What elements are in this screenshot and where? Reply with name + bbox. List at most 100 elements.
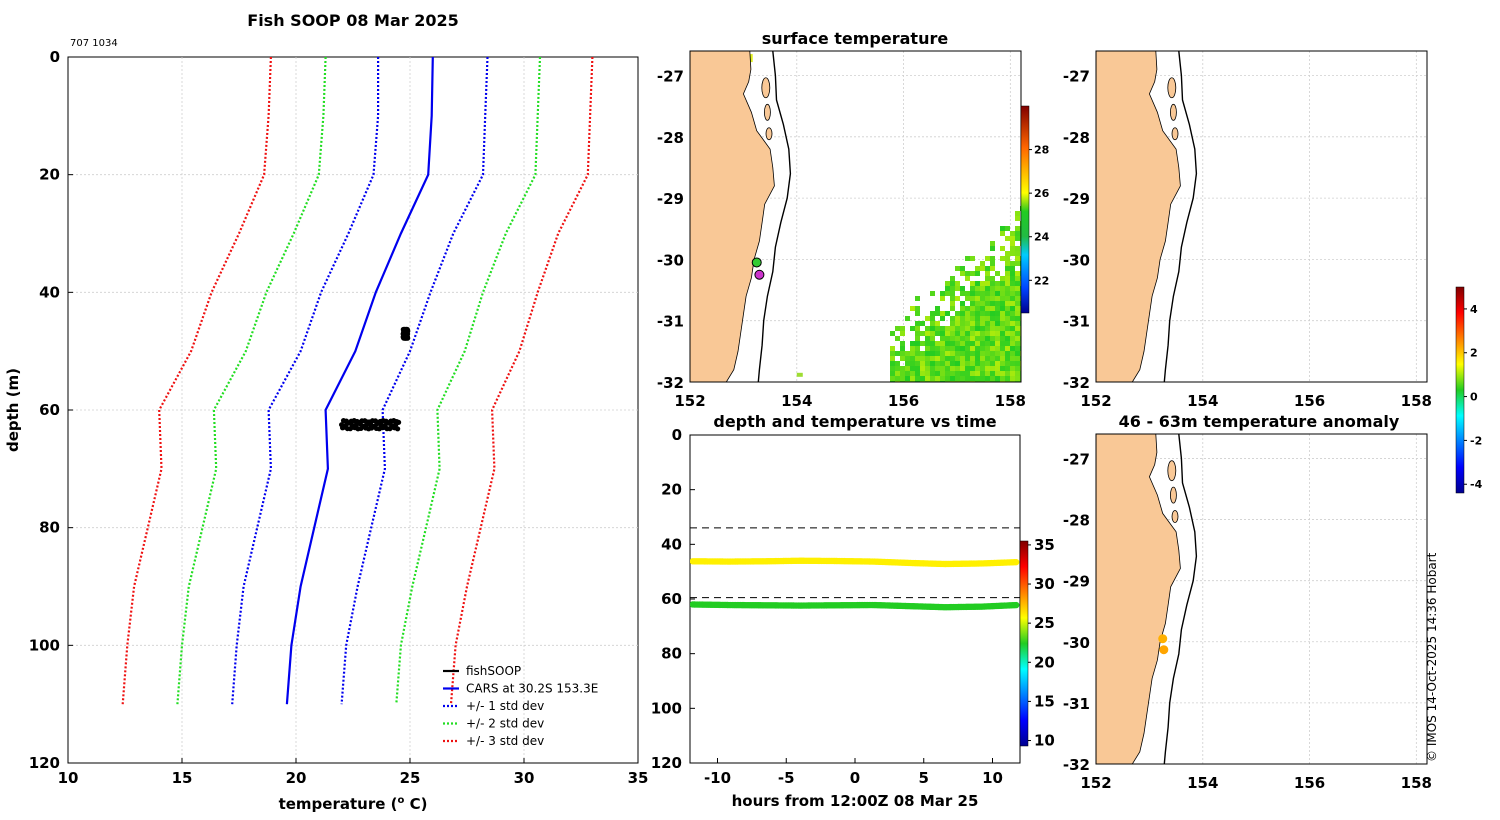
sst-pixel xyxy=(980,311,985,316)
depth-time-xtick-label: 5 xyxy=(919,769,929,787)
sst-pixel xyxy=(1005,371,1010,376)
sst-pixel xyxy=(1000,336,1005,341)
sst-pixel xyxy=(748,54,753,63)
sst-pixel xyxy=(945,331,950,336)
sst-pixel xyxy=(970,321,975,326)
depth-time-ytick-label: 40 xyxy=(661,535,682,553)
sst-pixel xyxy=(1000,256,1005,261)
sst-pixel xyxy=(985,286,990,291)
sst-pixel xyxy=(910,326,915,331)
sst-pixel xyxy=(975,311,980,316)
anomaly-colorbar-label: -4 xyxy=(1470,478,1483,491)
sst-pixel xyxy=(960,291,965,296)
sst-pixel xyxy=(955,281,960,286)
sst-pixel xyxy=(895,361,900,366)
sst-pixel xyxy=(930,356,935,361)
anomaly-map-coastline xyxy=(1096,434,1198,764)
sst-colorbar-label: 28 xyxy=(1034,144,1049,157)
sst-pixel xyxy=(1010,291,1015,296)
fishsoop-point xyxy=(396,419,402,425)
sst-pixel xyxy=(925,341,930,346)
sst-pixel xyxy=(1015,321,1020,326)
sst-pixel xyxy=(985,256,990,261)
sst-pixel xyxy=(960,266,965,271)
sst-pixel xyxy=(1005,321,1010,326)
sst-map-markers xyxy=(751,257,765,280)
sst-pixel xyxy=(995,306,1000,311)
sst-map-xtick-label: 152 xyxy=(674,392,705,410)
sst-pixel xyxy=(980,366,985,371)
sst-pixel xyxy=(960,326,965,331)
sst-colorbar-ticks: 22 24 26 28 xyxy=(1029,144,1050,287)
sst-map-ticks: 152 154 156 158 -27 -28 -29 -30 -31 -32 xyxy=(657,68,1026,410)
anomaly-map-xtick-label: 158 xyxy=(1401,774,1432,792)
sst-pixel xyxy=(935,306,940,311)
sst-pixel xyxy=(915,371,920,376)
sst-pixel xyxy=(915,361,920,366)
sst-pixel xyxy=(980,281,985,286)
sst-pixel xyxy=(975,316,980,321)
sst-pixel xyxy=(796,372,803,377)
sst-map-title: surface temperature xyxy=(762,29,949,48)
sst-pixel xyxy=(955,326,960,331)
sst-pixel xyxy=(1010,296,1015,301)
sst-pixel xyxy=(975,326,980,331)
sst-pixel xyxy=(975,271,980,276)
sst-pixel xyxy=(915,356,920,361)
sst-pixel xyxy=(905,361,910,366)
sst-pixel xyxy=(1000,351,1005,356)
sst-pixel xyxy=(1010,246,1015,251)
sst-pixel xyxy=(1005,226,1010,231)
sst-pixel xyxy=(990,266,995,271)
sst-pixel xyxy=(975,366,980,371)
sst-pixel xyxy=(910,341,915,346)
island xyxy=(1167,460,1177,482)
sst-pixel xyxy=(1000,326,1005,331)
sst-pixel xyxy=(930,341,935,346)
anomaly-map-points xyxy=(1158,634,1169,655)
sst-pixel xyxy=(985,376,990,381)
island xyxy=(764,103,771,121)
anomaly-map-frame xyxy=(1095,433,1428,765)
anomaly-point xyxy=(1159,645,1169,655)
sst-pixel xyxy=(975,356,980,361)
sst-pixel xyxy=(1010,356,1015,361)
sst-pixel xyxy=(980,371,985,376)
sst-pixel xyxy=(965,361,970,366)
sst-pixel xyxy=(980,326,985,331)
sst-pixel xyxy=(960,376,965,381)
sst-map-xtick-label: 156 xyxy=(888,392,919,410)
sst-pixel xyxy=(950,371,955,376)
sst-pixel xyxy=(1010,261,1015,266)
sst-pixel xyxy=(940,376,945,381)
island xyxy=(1170,103,1177,121)
sst-pixel xyxy=(940,346,945,351)
sst-pixel xyxy=(995,331,1000,336)
sst-pixel xyxy=(1015,291,1020,296)
sst-pixel xyxy=(980,266,985,271)
island xyxy=(761,77,771,99)
sst-pixel xyxy=(940,351,945,356)
sst-pixel xyxy=(890,376,895,381)
sst-pixel xyxy=(1005,341,1010,346)
sst-pixel xyxy=(990,301,995,306)
island xyxy=(1167,77,1177,99)
sst-pixel xyxy=(1010,276,1015,281)
top-right-map-xtick-label: 156 xyxy=(1294,392,1325,410)
sst-pixel xyxy=(950,286,955,291)
sst-pixel xyxy=(995,286,1000,291)
sst-pixel xyxy=(940,341,945,346)
top-right-map-ytick-label: -32 xyxy=(1063,374,1090,392)
sst-pixel xyxy=(895,376,900,381)
sst-pixel xyxy=(915,376,920,381)
depth-time-point xyxy=(1012,558,1020,566)
sst-pixel xyxy=(935,326,940,331)
sst-pixel xyxy=(955,351,960,356)
sst-pixel xyxy=(960,271,965,276)
sst-pixel xyxy=(950,331,955,336)
sst-pixel xyxy=(960,301,965,306)
sst-pixel xyxy=(960,351,965,356)
sst-pixel xyxy=(975,296,980,301)
sst-pixel xyxy=(910,361,915,366)
land-area xyxy=(1096,51,1181,382)
